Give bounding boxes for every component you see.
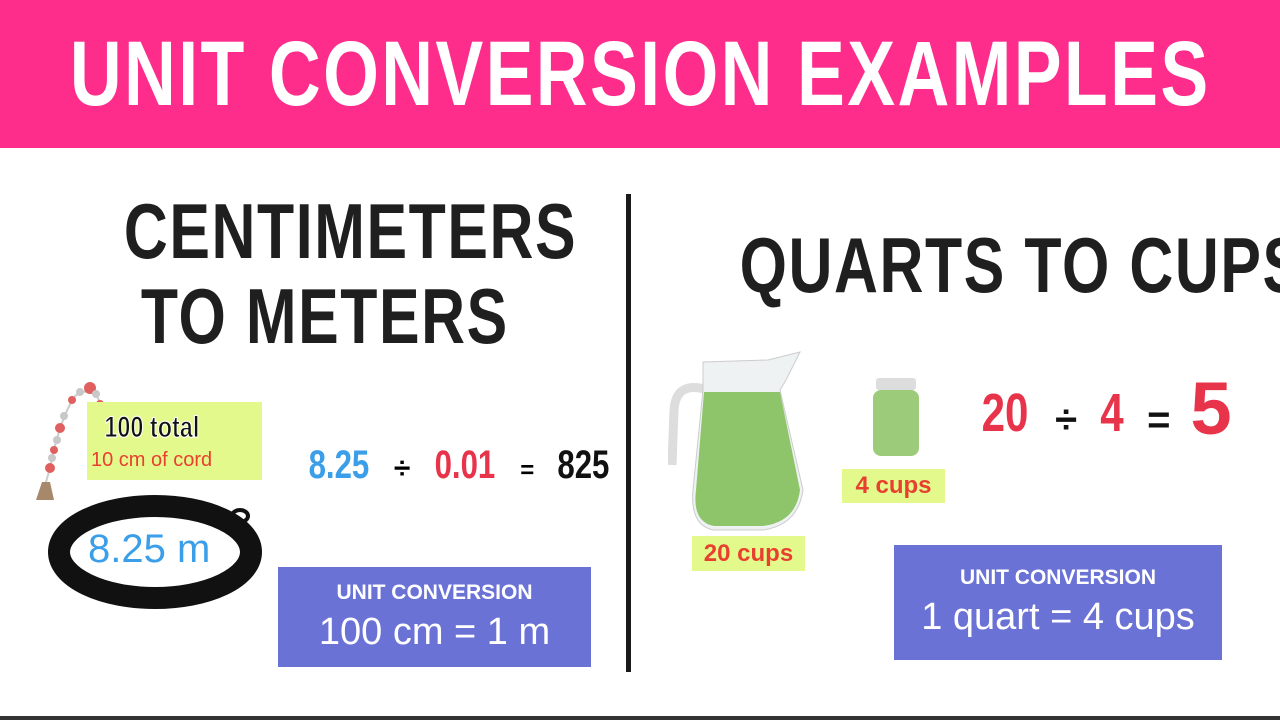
pitcher-image — [668, 351, 804, 531]
right-heading: QUARTS TO CUPS — [739, 221, 1280, 309]
jar-label: 4 cups — [842, 469, 945, 503]
equals-sign: = — [1147, 398, 1171, 442]
title-banner — [0, 0, 1280, 148]
eq-result: 825 — [557, 443, 610, 487]
left-heading-line1: CENTIMETERS — [123, 187, 578, 275]
right-conversion-box: UNIT CONVERSION 1 quart = 4 cups — [894, 545, 1222, 660]
divide-sign: ÷ — [393, 452, 411, 485]
jar-image — [873, 378, 919, 456]
eq-result: 5 — [1190, 367, 1232, 450]
eq-operand-a: 20 — [981, 383, 1029, 443]
bottom-border — [0, 716, 1280, 720]
eq-operand-a: 8.25 — [308, 443, 370, 487]
left-equation: 8.25 ÷ 0.01 = 825 — [300, 445, 617, 485]
eq-operand-b: 4 — [1100, 383, 1124, 443]
equals-sign: = — [520, 457, 535, 484]
right-equation: 20 ÷ 4 = 5 — [975, 372, 1232, 446]
bead-label: 100 total 10 cm of cord — [87, 402, 262, 480]
eq-operand-b: 0.01 — [434, 443, 496, 487]
divider — [626, 194, 631, 672]
pitcher-label: 20 cups — [692, 536, 805, 571]
left-conversion-box: UNIT CONVERSION 100 cm = 1 m — [278, 567, 591, 667]
left-heading-line2: TO METERS — [141, 272, 509, 360]
box-value: 1 quart = 4 cups — [921, 596, 1195, 638]
box-value: 100 cm = 1 m — [318, 610, 551, 653]
bead-cord-text: 10 cm of cord — [91, 448, 213, 471]
rope-length-label: 8.25 m — [88, 527, 211, 571]
rope-coil-image — [48, 495, 262, 609]
page-title: UNIT CONVERSION EXAMPLES — [69, 22, 1211, 125]
box-title: UNIT CONVERSION — [959, 566, 1156, 589]
box-title: UNIT CONVERSION — [336, 580, 533, 604]
divide-sign: ÷ — [1055, 398, 1078, 442]
bead-total-text: 100 total — [104, 410, 200, 444]
